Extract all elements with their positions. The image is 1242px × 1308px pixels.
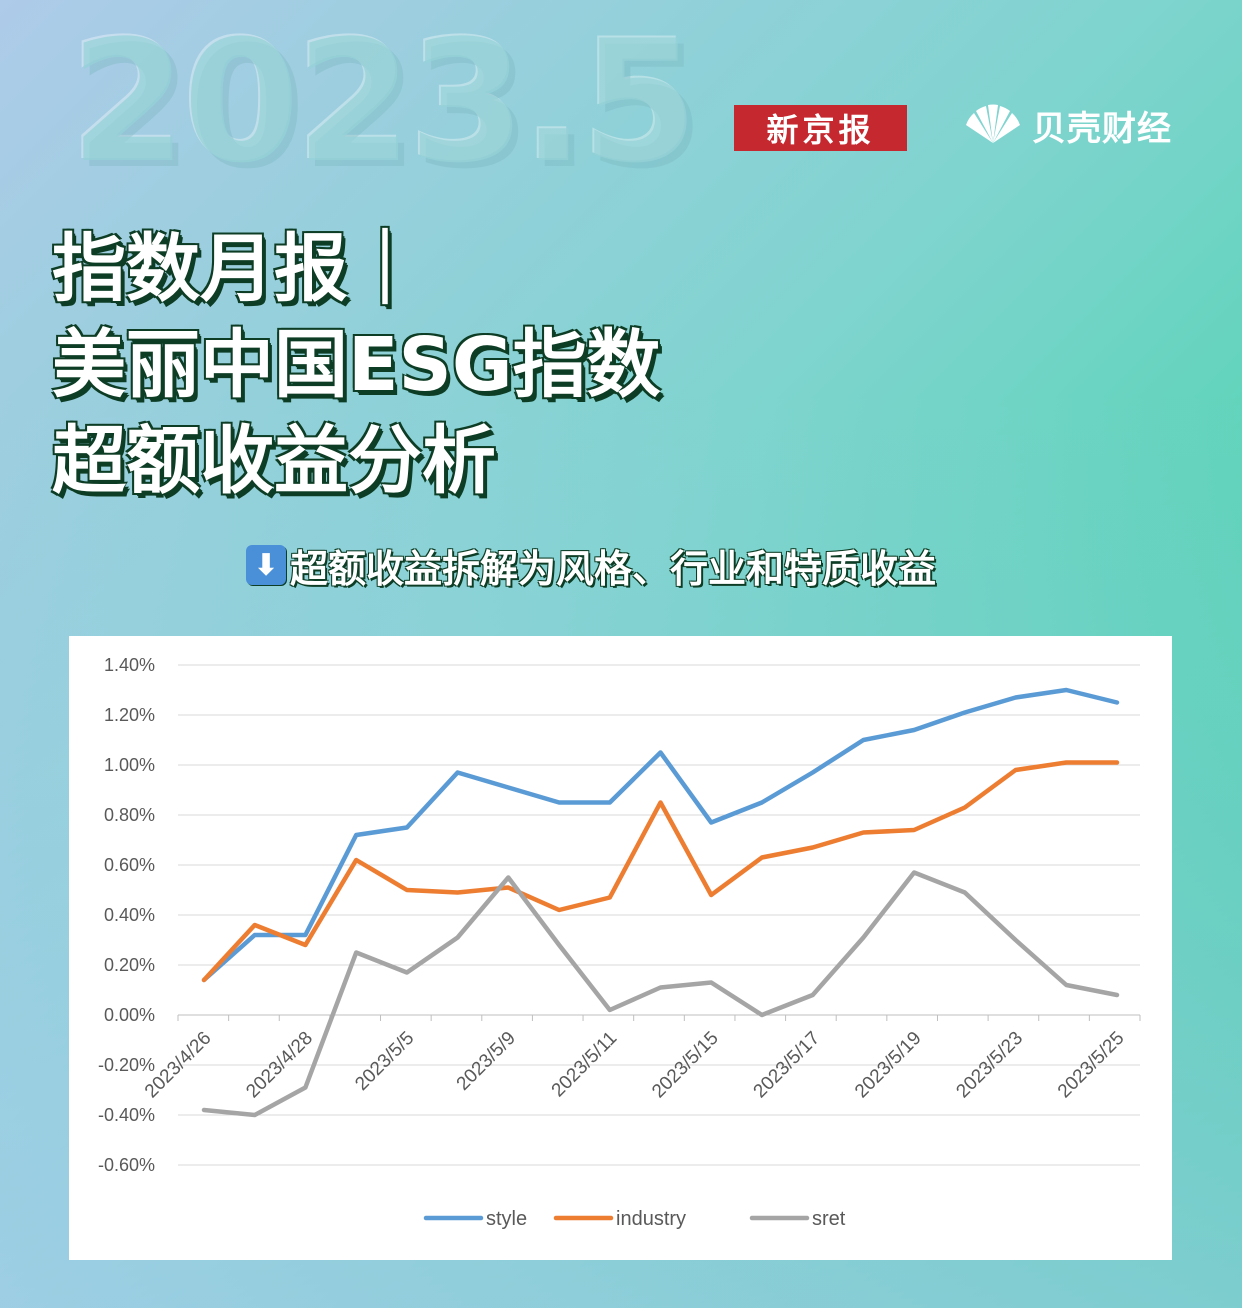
data-point-sret — [1064, 983, 1068, 987]
data-point-sret — [760, 1013, 764, 1017]
data-point-sret — [1014, 938, 1018, 942]
data-point-style — [659, 751, 662, 754]
series-line-style — [201, 687, 1120, 983]
data-point-industry — [354, 858, 358, 862]
data-point-sret — [608, 1008, 612, 1012]
data-point-industry — [1064, 761, 1068, 764]
data-point-sret — [861, 936, 865, 939]
data-point-industry — [557, 908, 561, 912]
data-point-sret — [303, 1086, 307, 1089]
data-point-style — [1014, 696, 1018, 699]
x-tick-label: 2023/5/5 — [351, 1028, 418, 1095]
data-point-industry — [202, 978, 206, 982]
title-line-2: 美丽中国ESG指数 — [52, 322, 661, 408]
data-point-style — [760, 801, 764, 804]
data-point-sret — [912, 871, 916, 874]
data-point-sret — [354, 951, 358, 954]
y-tick-label: 0.00% — [104, 1005, 155, 1025]
y-tick-label: 0.60% — [104, 855, 155, 875]
y-tick-label: 1.20% — [104, 705, 155, 725]
data-point-industry — [963, 806, 967, 809]
data-point-industry — [1014, 768, 1018, 772]
data-point-style — [709, 821, 713, 824]
data-point-sret — [506, 876, 510, 879]
data-point-style — [963, 711, 967, 714]
data-point-style — [608, 801, 612, 804]
data-point-sret — [1115, 993, 1119, 997]
data-point-industry — [456, 891, 460, 894]
title-line-1: 指数月报｜ — [52, 226, 422, 312]
data-point-industry — [912, 828, 916, 832]
data-point-style — [811, 771, 815, 774]
y-tick-label: 0.40% — [104, 905, 155, 925]
data-point-style — [405, 826, 409, 829]
legend-label-industry: industry — [616, 1208, 686, 1230]
data-point-style — [253, 933, 257, 937]
subtitle: ⬇ 超额收益拆解为风格、行业和特质收益 — [246, 540, 937, 591]
data-point-industry — [1115, 761, 1119, 764]
data-point-style — [354, 833, 358, 837]
xinjingbao-logo: 新京报 — [734, 105, 907, 151]
data-point-sret — [963, 891, 967, 894]
line-chart: 1.40% 1.20% 1.00% 0.80% 0.60% 0.40% 0.20% 0.00%… — [98, 655, 1141, 1230]
data-point-industry — [253, 923, 257, 927]
y-tick-label: 1.00% — [104, 755, 155, 775]
data-point-style — [557, 801, 561, 804]
data-point-sret — [456, 936, 460, 939]
data-point-style — [506, 786, 510, 789]
x-tick-label: 2023/5/9 — [453, 1028, 520, 1095]
data-point-style — [1115, 701, 1119, 704]
beike-finance-text: 贝壳财经 — [1032, 108, 1172, 149]
y-tick-label: -0.20% — [98, 1055, 155, 1075]
data-point-sret — [811, 993, 815, 997]
series-line-industry — [201, 760, 1120, 983]
data-point-industry — [760, 856, 764, 859]
data-point-sret — [659, 986, 662, 989]
legend-label-style: style — [486, 1208, 527, 1230]
y-tick-label: 0.20% — [104, 955, 155, 975]
data-point-industry — [861, 831, 865, 834]
shell-icon — [966, 104, 1020, 143]
data-point-sret — [253, 1113, 257, 1117]
data-point-sret — [557, 943, 561, 947]
y-tick-label: -0.40% — [98, 1105, 155, 1125]
data-point-industry — [506, 886, 510, 889]
year-watermark: 2023.5 — [70, 4, 698, 200]
title-line-3: 超额收益分析 — [52, 418, 496, 504]
data-point-industry — [659, 801, 662, 804]
data-point-sret — [709, 981, 713, 984]
data-point-industry — [303, 943, 307, 947]
legend-label-sret: sret — [812, 1208, 846, 1230]
beike-finance-logo: 贝壳财经 — [962, 100, 1172, 150]
data-point-style — [303, 933, 307, 937]
data-point-industry — [608, 896, 612, 899]
y-tick-label: -0.60% — [98, 1155, 155, 1175]
data-point-style — [912, 728, 916, 732]
data-point-style — [456, 771, 460, 774]
data-point-style — [861, 738, 865, 742]
data-point-industry — [405, 888, 409, 892]
down-arrow-icon: ⬇ — [246, 545, 286, 585]
data-point-industry — [709, 893, 713, 897]
data-point-industry — [811, 846, 815, 849]
data-point-style — [1064, 688, 1068, 692]
data-point-sret — [202, 1108, 206, 1112]
y-tick-label: 0.80% — [104, 805, 155, 825]
y-tick-label: 1.40% — [104, 655, 155, 675]
data-point-sret — [405, 971, 409, 974]
subtitle-text: 超额收益拆解为风格、行业和特质收益 — [290, 546, 937, 591]
chart-card: 1.40% 1.20% 1.00% 0.80% 0.60% 0.40% 0.20% 0.00%… — [69, 636, 1172, 1260]
